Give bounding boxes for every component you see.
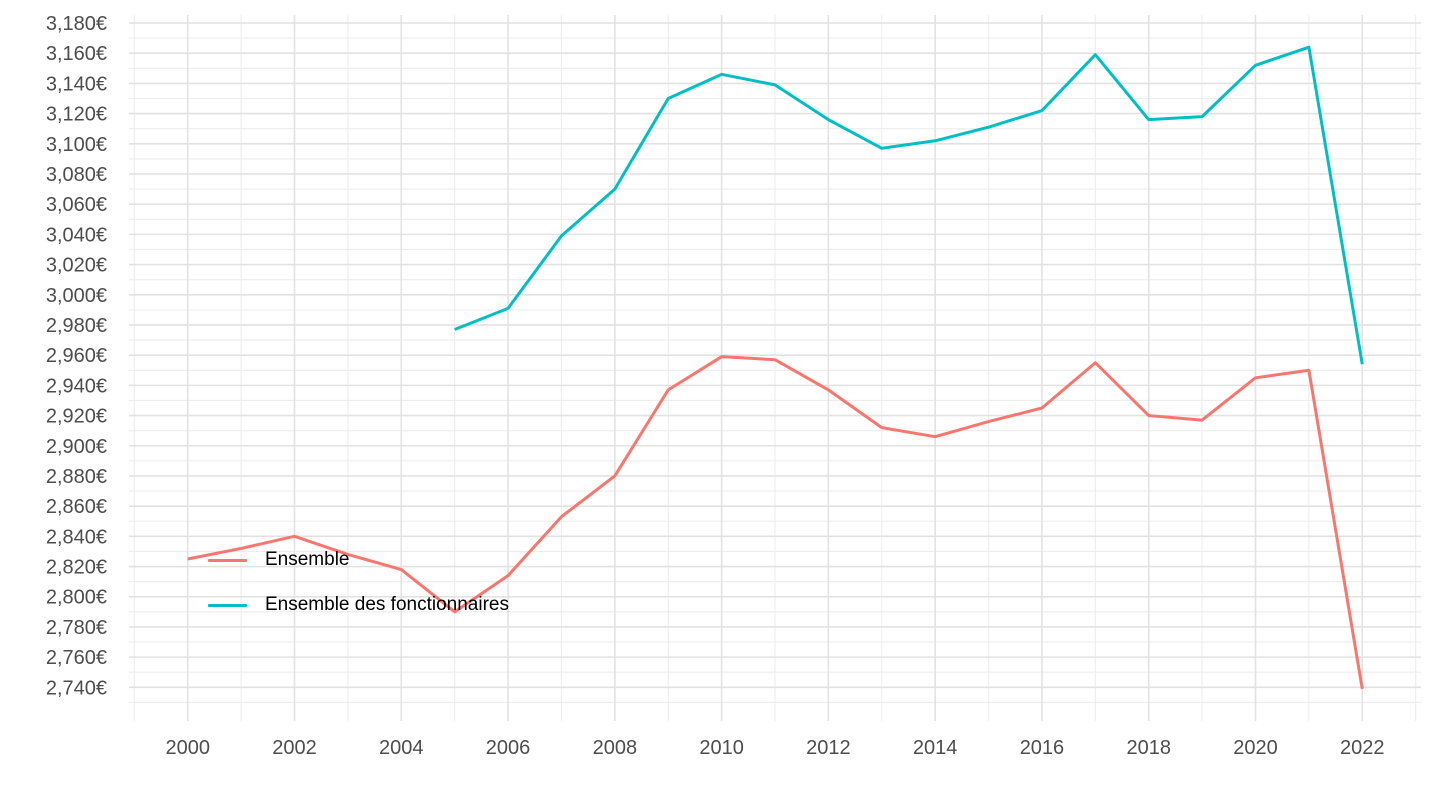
y-tick-label: 2,940€ <box>46 375 107 397</box>
x-tick-label: 2000 <box>165 737 210 759</box>
legend-label-ensemble: Ensemble <box>265 549 350 570</box>
y-tick-label: 3,120€ <box>46 104 107 126</box>
y-tick-label: 2,840€ <box>46 526 107 548</box>
y-tick-label: 3,060€ <box>46 194 107 216</box>
legend-item-ensemble: Ensemble <box>208 546 509 574</box>
legend-label-fonctionnaires: Ensemble des fonctionnaires <box>265 594 509 615</box>
y-tick-label: 2,760€ <box>46 647 107 669</box>
y-tick-label: 3,020€ <box>46 255 107 277</box>
y-tick-label: 3,100€ <box>46 134 107 156</box>
y-tick-label: 3,000€ <box>46 285 107 307</box>
y-tick-label: 2,740€ <box>46 677 107 699</box>
x-tick-label: 2010 <box>699 737 744 759</box>
series-line-fonctionnaires <box>454 45 1364 365</box>
y-tick-label: 3,180€ <box>46 13 107 35</box>
y-tick-label: 2,880€ <box>46 466 107 488</box>
y-tick-label: 2,820€ <box>46 557 107 579</box>
legend-key-ensemble-line <box>208 558 247 562</box>
x-tick-label: 2002 <box>272 737 317 759</box>
y-tick-label: 2,980€ <box>46 315 107 337</box>
y-tick-label: 2,900€ <box>46 436 107 458</box>
x-tick-label: 2014 <box>913 737 958 759</box>
x-tick-label: 2018 <box>1126 737 1171 759</box>
x-tick-label: 2020 <box>1233 737 1278 759</box>
y-tick-label: 2,780€ <box>46 617 107 639</box>
y-tick-label: 3,080€ <box>46 164 107 186</box>
x-tick-label: 2016 <box>1020 737 1065 759</box>
x-tick-label: 2022 <box>1340 737 1385 759</box>
y-tick-label: 2,960€ <box>46 345 107 367</box>
y-tick-label: 3,140€ <box>46 73 107 95</box>
x-tick-label: 2012 <box>806 737 851 759</box>
y-tick-label: 3,040€ <box>46 224 107 246</box>
x-tick-label: 2006 <box>486 737 531 759</box>
series-line-ensemble <box>187 355 1364 690</box>
legend-item-fonctionnaires: Ensemble des fonctionnaires <box>208 591 509 619</box>
x-tick-label: 2004 <box>379 737 424 759</box>
x-tick-label: 2008 <box>593 737 638 759</box>
y-tick-label: 2,800€ <box>46 587 107 609</box>
y-tick-label: 2,920€ <box>46 406 107 428</box>
y-tick-label: 2,860€ <box>46 496 107 518</box>
legend: Ensemble Ensemble des fonctionnaires <box>208 546 509 636</box>
y-tick-label: 3,160€ <box>46 43 107 65</box>
legend-key-fonctionnaires-line <box>208 603 247 607</box>
